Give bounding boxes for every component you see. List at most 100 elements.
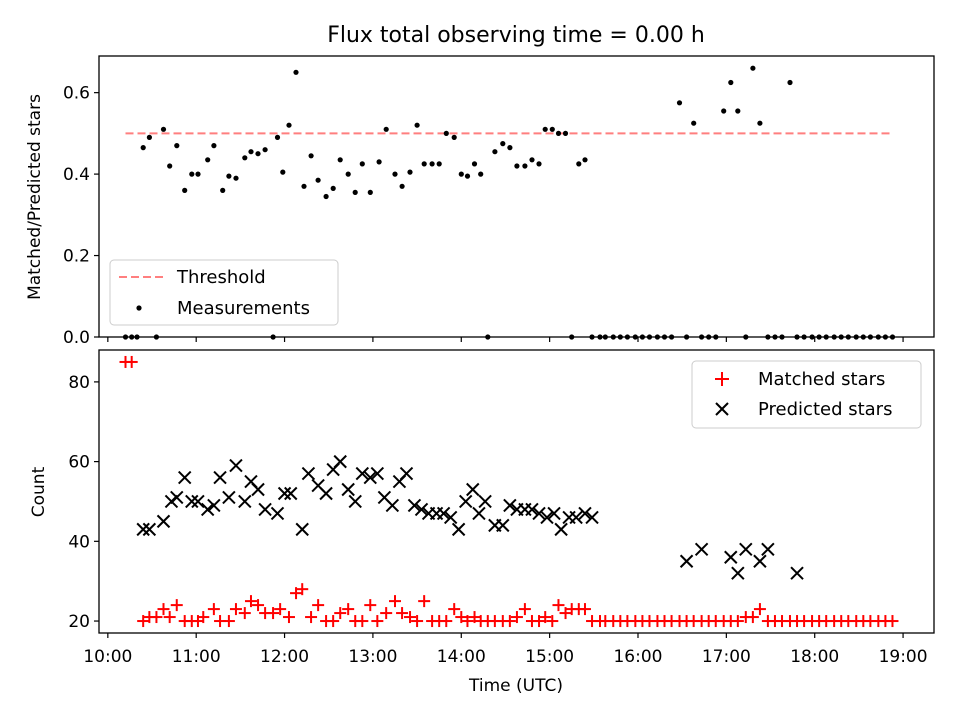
measurement-point: [146, 134, 152, 140]
measurement-point: [345, 171, 351, 177]
matched-star-point: [731, 615, 744, 628]
matched-star-point: [222, 615, 235, 628]
predicted-star-point: [319, 486, 333, 501]
predicted-star-point: [753, 554, 767, 568]
x-tick-label: 14:00: [437, 647, 486, 667]
predicted-star-point: [532, 506, 546, 521]
predicted-star-point: [414, 502, 429, 517]
top-y-tick-label: 0.6: [63, 84, 90, 104]
matched-star-point: [440, 615, 453, 628]
matched-star-point: [157, 603, 170, 616]
matched-star-point: [305, 611, 318, 624]
predicted-star-point: [679, 554, 694, 568]
matched-star-point: [327, 615, 340, 628]
predicted-star-point: [731, 566, 745, 580]
measurement-point: [464, 173, 471, 179]
measurement-point: [562, 130, 569, 136]
matched-star-point: [290, 587, 303, 600]
measurement-point: [436, 161, 442, 167]
matched-star-point: [518, 603, 531, 616]
predicted-star-point: [200, 502, 215, 517]
predicted-star-point: [142, 522, 157, 537]
measurement-point: [407, 169, 413, 175]
measurement-point: [337, 157, 343, 163]
predicted-star-point: [270, 506, 285, 521]
top-y-tick-label: 0.2: [63, 247, 90, 267]
matched-star-point: [207, 603, 220, 616]
matched-star-point: [411, 615, 424, 628]
predicted-star-point: [251, 482, 265, 497]
matched-star-point: [389, 595, 402, 608]
predicted-star-point: [443, 510, 458, 525]
x-tick-label: 16:00: [613, 647, 662, 667]
measurement-point: [323, 193, 329, 200]
measurement-point: [555, 130, 562, 136]
predicted-star-point: [370, 466, 385, 481]
measurement-point: [182, 187, 188, 193]
top-y-tick-label: 0.0: [63, 328, 90, 348]
predicted-star-point: [436, 506, 451, 521]
predicted-star-point: [540, 510, 554, 525]
measurement-point: [383, 126, 389, 132]
predicted-star-point: [170, 490, 184, 505]
matched-star-point: [197, 611, 210, 624]
measurement-point: [195, 171, 201, 177]
matched-star-point: [380, 607, 393, 620]
matched-star-point: [150, 611, 163, 624]
matched-star-point: [356, 615, 369, 628]
legend-measurements-label: Measurements: [177, 298, 310, 319]
measurement-point: [451, 134, 457, 140]
matched-star-point: [418, 595, 431, 608]
matched-star-point: [510, 611, 523, 624]
predicted-star-point: [229, 458, 243, 473]
predicted-star-point: [295, 522, 309, 537]
predicted-star-point: [407, 498, 422, 513]
bottom-y-axis-label: Count: [29, 466, 49, 517]
measurement-point: [549, 126, 555, 132]
measurement-point: [160, 126, 167, 132]
measurement-point: [721, 108, 727, 114]
measurement-point: [735, 108, 741, 114]
measurement-point: [301, 183, 307, 189]
predicted-star-point: [466, 482, 480, 497]
predicted-star-point: [156, 514, 171, 529]
measurement-point: [293, 69, 299, 75]
measurement-point: [330, 185, 336, 191]
measurement-point: [274, 134, 281, 140]
predicted-star-point: [569, 510, 583, 525]
predicted-star-point: [191, 494, 205, 509]
measurement-point: [421, 161, 427, 167]
measurement-point: [522, 163, 528, 169]
measurement-point: [399, 183, 405, 189]
bottom-y-tick-label: 80: [68, 373, 90, 393]
measurement-point: [233, 175, 239, 181]
measurement-point: [478, 171, 484, 177]
matched-star-point: [539, 611, 552, 624]
matched-star-point: [578, 603, 591, 616]
predicted-star-point: [761, 542, 775, 557]
predicted-star-point: [333, 454, 347, 469]
matched-star-point: [274, 603, 287, 616]
matched-star-point: [886, 615, 899, 628]
bottom-y-tick-label: 20: [68, 612, 90, 632]
predicted-star-point: [238, 494, 252, 509]
measurement-point: [458, 171, 464, 177]
measurement-point: [514, 163, 520, 169]
predicted-star-point: [207, 498, 221, 513]
bottom-legend: Matched stars Predicted stars: [691, 360, 922, 429]
matched-star-point: [125, 355, 138, 368]
measurement-point: [367, 189, 373, 195]
measurement-point: [376, 159, 382, 165]
matched-star-point: [533, 615, 546, 628]
measurement-point: [280, 169, 286, 175]
measurement-point: [205, 157, 211, 163]
bottom-axes-frame: [98, 349, 935, 634]
bottom-y-tick-label: 60: [68, 453, 90, 473]
predicted-star-point: [478, 494, 492, 509]
predicted-star-point: [554, 522, 568, 537]
measurement-point: [359, 161, 365, 167]
measurement-point: [536, 161, 542, 167]
x-tick-label: 15:00: [525, 647, 574, 667]
predicted-star-point: [724, 550, 738, 564]
